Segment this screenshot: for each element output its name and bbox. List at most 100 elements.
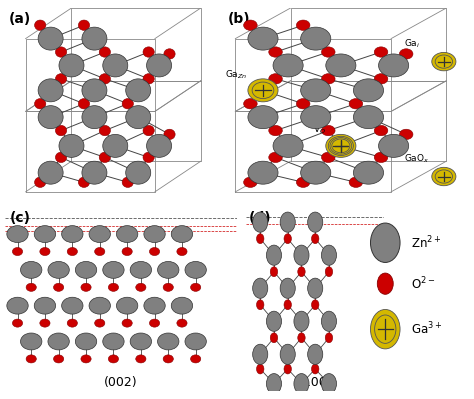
- Circle shape: [126, 161, 151, 184]
- Circle shape: [40, 319, 50, 327]
- Circle shape: [95, 247, 105, 256]
- Circle shape: [379, 134, 409, 157]
- Circle shape: [38, 27, 63, 50]
- Circle shape: [26, 283, 36, 291]
- Circle shape: [354, 79, 383, 102]
- Circle shape: [248, 79, 278, 102]
- Circle shape: [54, 355, 64, 363]
- Text: O$^{2-}$: O$^{2-}$: [411, 275, 436, 292]
- Circle shape: [266, 311, 282, 331]
- Circle shape: [48, 261, 69, 279]
- Circle shape: [103, 333, 124, 350]
- Circle shape: [78, 20, 90, 30]
- Text: Ga$_i$: Ga$_i$: [404, 38, 420, 50]
- Circle shape: [253, 344, 268, 364]
- Text: (a): (a): [9, 12, 31, 26]
- Circle shape: [328, 136, 354, 156]
- Circle shape: [34, 226, 55, 243]
- Circle shape: [301, 161, 331, 184]
- Circle shape: [280, 344, 295, 364]
- Circle shape: [321, 74, 335, 84]
- Text: (b): (b): [228, 12, 250, 26]
- Circle shape: [59, 54, 84, 77]
- Circle shape: [294, 373, 309, 394]
- Circle shape: [144, 226, 165, 243]
- Circle shape: [117, 226, 138, 243]
- Circle shape: [248, 106, 278, 128]
- Text: Ga$_{Zn}$: Ga$_{Zn}$: [225, 68, 248, 81]
- Circle shape: [244, 99, 257, 109]
- Circle shape: [78, 177, 90, 188]
- Circle shape: [349, 177, 363, 188]
- Circle shape: [103, 134, 128, 157]
- Circle shape: [294, 245, 309, 265]
- Circle shape: [75, 261, 97, 279]
- Circle shape: [38, 106, 63, 128]
- Circle shape: [35, 20, 46, 30]
- Circle shape: [59, 134, 84, 157]
- Circle shape: [432, 52, 456, 71]
- Circle shape: [374, 47, 388, 57]
- Circle shape: [149, 319, 160, 327]
- Circle shape: [55, 47, 67, 57]
- Circle shape: [55, 152, 67, 162]
- Circle shape: [374, 125, 388, 136]
- Circle shape: [54, 283, 64, 291]
- Circle shape: [321, 311, 337, 331]
- Circle shape: [109, 355, 118, 363]
- Circle shape: [191, 355, 201, 363]
- Circle shape: [298, 267, 305, 277]
- Circle shape: [321, 373, 337, 394]
- Circle shape: [67, 319, 77, 327]
- Circle shape: [82, 161, 107, 184]
- Circle shape: [321, 125, 335, 136]
- Circle shape: [311, 364, 319, 374]
- Circle shape: [185, 333, 206, 350]
- Circle shape: [284, 300, 292, 310]
- Circle shape: [432, 167, 456, 186]
- Circle shape: [301, 27, 331, 50]
- Circle shape: [266, 245, 282, 265]
- Circle shape: [270, 267, 278, 277]
- Circle shape: [81, 355, 91, 363]
- Circle shape: [163, 355, 173, 363]
- Circle shape: [143, 47, 154, 57]
- Circle shape: [122, 247, 132, 256]
- Circle shape: [78, 99, 90, 109]
- Circle shape: [171, 226, 192, 243]
- Circle shape: [308, 212, 323, 232]
- Circle shape: [296, 99, 310, 109]
- Circle shape: [164, 49, 175, 59]
- Circle shape: [325, 267, 333, 277]
- Circle shape: [177, 319, 187, 327]
- Circle shape: [149, 247, 160, 256]
- Circle shape: [99, 74, 110, 84]
- Circle shape: [89, 226, 110, 243]
- Circle shape: [354, 106, 383, 128]
- Circle shape: [269, 152, 283, 162]
- Circle shape: [7, 226, 28, 243]
- Circle shape: [163, 283, 173, 291]
- Circle shape: [40, 247, 50, 256]
- Circle shape: [89, 297, 110, 314]
- Circle shape: [82, 79, 107, 102]
- Circle shape: [38, 161, 63, 184]
- Circle shape: [164, 129, 175, 140]
- Circle shape: [248, 161, 278, 184]
- Circle shape: [400, 49, 413, 59]
- Circle shape: [296, 177, 310, 188]
- Text: V$_O$: V$_O$: [313, 124, 326, 136]
- Circle shape: [280, 212, 295, 232]
- Circle shape: [122, 177, 133, 188]
- Circle shape: [371, 310, 400, 349]
- Circle shape: [48, 333, 69, 350]
- Circle shape: [244, 177, 257, 188]
- Circle shape: [126, 106, 151, 128]
- Circle shape: [284, 234, 292, 244]
- Circle shape: [35, 99, 46, 109]
- Circle shape: [146, 134, 172, 157]
- Circle shape: [244, 20, 257, 30]
- Circle shape: [130, 261, 152, 279]
- Circle shape: [349, 99, 363, 109]
- Circle shape: [301, 106, 331, 128]
